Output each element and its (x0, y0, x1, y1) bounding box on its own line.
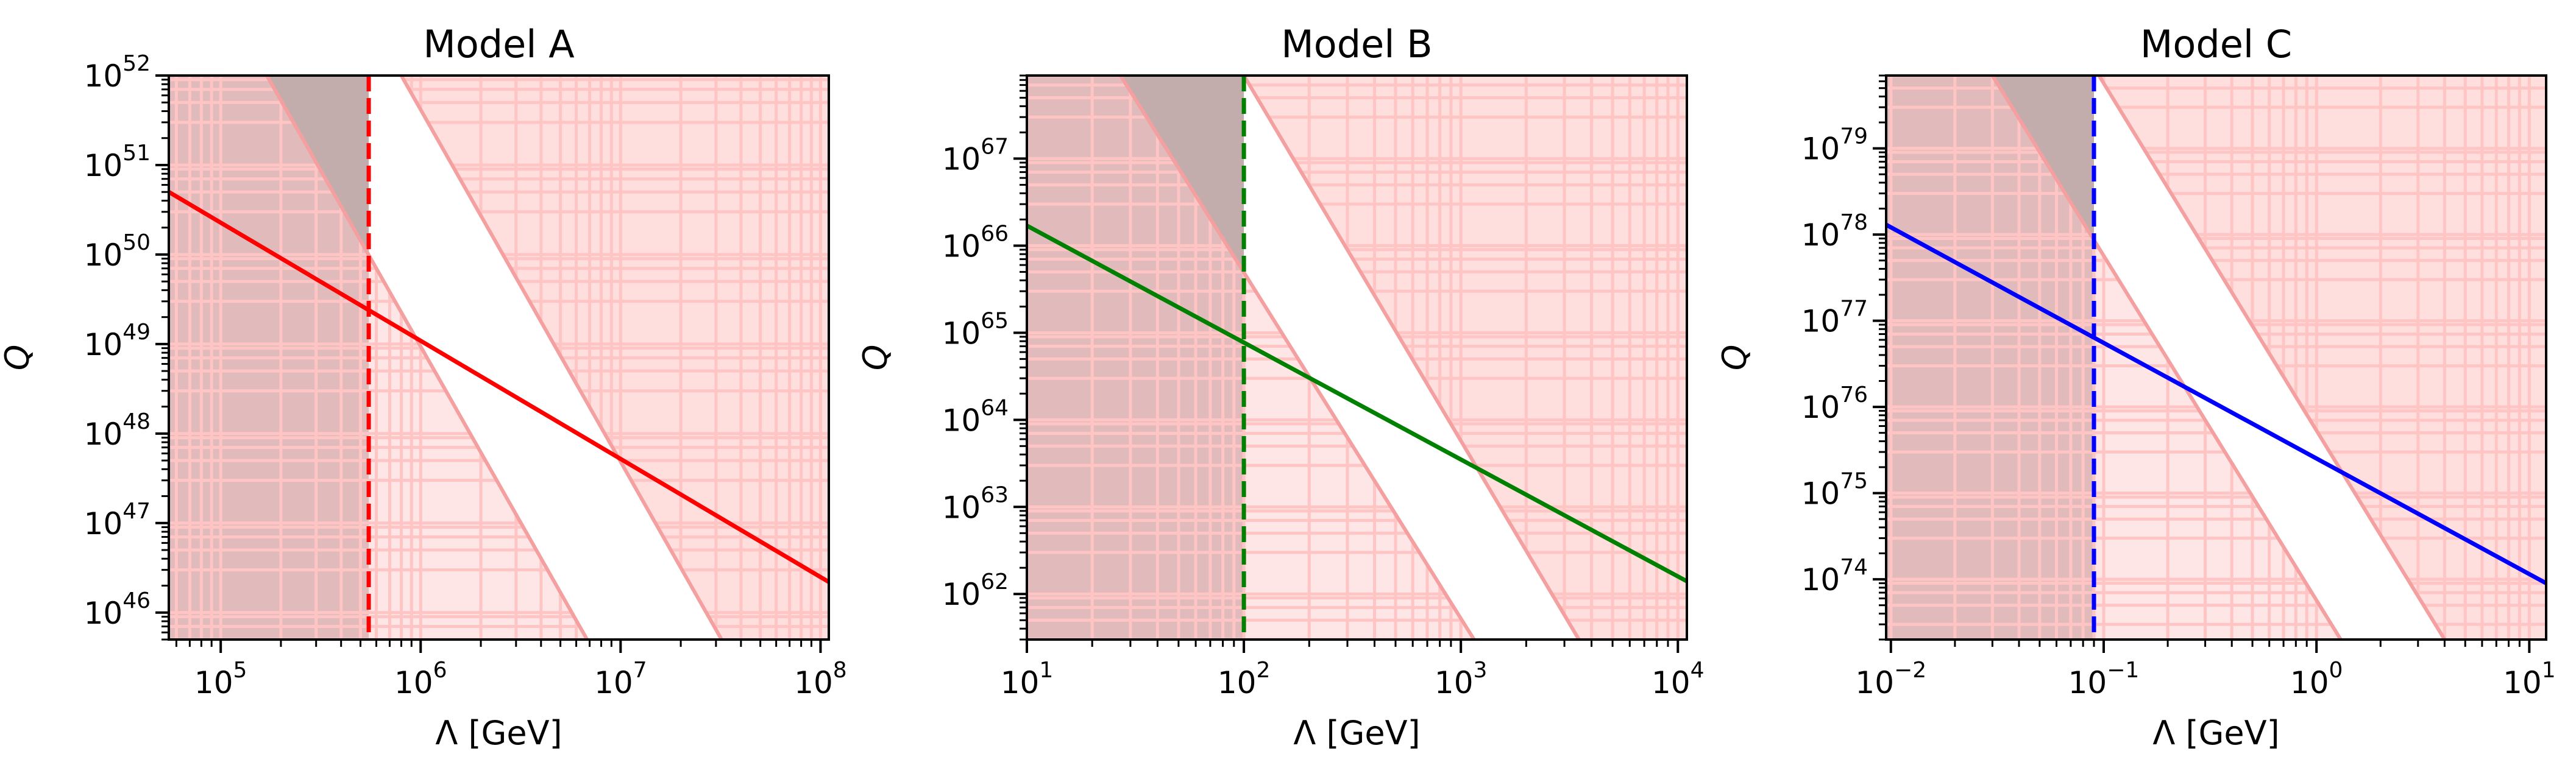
x-axis-label: Λ [GeV] (1293, 714, 1420, 752)
right-bound-line (2097, 76, 2446, 640)
x-axis-label: Λ [GeV] (435, 714, 562, 752)
x-tick-label: 100 (2290, 658, 2343, 700)
x-tick-label: 103 (1435, 658, 1488, 700)
axes-frame (1026, 74, 1688, 641)
x-tick-label: 10−2 (1855, 658, 1926, 700)
series-line-1 (169, 190, 829, 584)
panel-title: Model C (2140, 22, 2292, 66)
y-tick-label: 1048 (84, 409, 151, 452)
y-tick-label: 1075 (1801, 469, 1868, 512)
y-tick-label: 1062 (942, 569, 1009, 612)
y-tick-label: 1065 (942, 308, 1009, 351)
panel-title: Model B (1281, 22, 1432, 66)
panel-1: 105 106 107 108 1046 1047 1048 1049 1050 1051 1052… (0, 22, 847, 752)
y-tick-label: 1049 (84, 320, 151, 362)
y-tick-label: 1050 (84, 230, 151, 273)
x-tick-label: 101 (1001, 658, 1054, 700)
x-axis-label: Λ [GeV] (2152, 714, 2279, 752)
y-tick-label: 1067 (942, 134, 1009, 177)
y-tick-label: 1051 (84, 141, 151, 183)
y-tick-label: 1052 (84, 51, 151, 94)
x-tick-label: 108 (794, 658, 847, 700)
y-tick-label: 1064 (942, 395, 1009, 438)
right-bound-line (1242, 76, 1581, 640)
vline-left-shade (1886, 76, 2094, 640)
right-bound-line (399, 76, 723, 640)
x-tick-label: 10−1 (2068, 658, 2140, 700)
series-line-1 (1886, 222, 2546, 585)
x-tick-label: 102 (1218, 658, 1271, 700)
panel-3: 10−2 10−1 100 101 1074 1075 1076 1077 1078 1079 Mo… (1716, 22, 2556, 752)
y-tick-label: 1063 (942, 482, 1009, 525)
y-tick-label: 1076 (1801, 382, 1868, 425)
y-tick-label: 1077 (1801, 297, 1868, 339)
x-tick-label: 101 (2503, 658, 2556, 700)
panel-title: Model A (423, 22, 574, 66)
left-bound-line (265, 76, 589, 640)
y-tick-label: 1078 (1801, 210, 1868, 253)
y-axis-label: Q (0, 345, 37, 371)
y-tick-label: 1079 (1801, 124, 1868, 167)
y-axis-label: Q (1716, 345, 1754, 371)
y-axis-label: Q (856, 345, 895, 371)
y-tick-label: 1074 (1801, 555, 1868, 598)
y-tick-label: 1047 (84, 499, 151, 541)
panel-2: 101 102 103 104 1062 1063 1064 1065 1066 1067 Mode… (856, 22, 1705, 752)
series-line-1 (1027, 224, 1687, 583)
y-tick-label: 1066 (942, 221, 1009, 264)
x-tick-label: 105 (194, 658, 247, 700)
x-tick-label: 104 (1652, 658, 1705, 700)
axes-frame (1885, 74, 2547, 641)
x-tick-label: 106 (394, 658, 447, 700)
left-bound-line (1119, 76, 1476, 640)
left-bound-line (1990, 76, 2343, 640)
x-tick-label: 107 (594, 658, 647, 700)
y-tick-label: 1046 (84, 588, 151, 631)
